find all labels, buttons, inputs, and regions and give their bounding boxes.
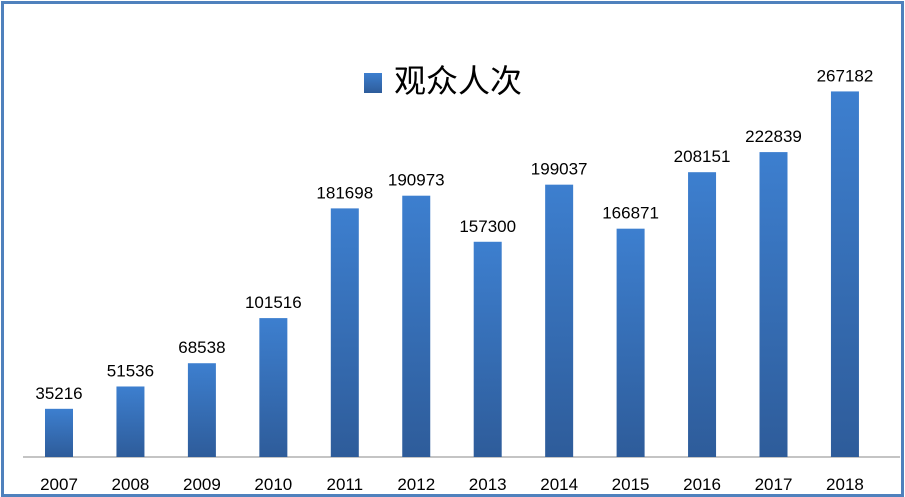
x-tick-label-2011: 2011 bbox=[327, 475, 364, 494]
bar-2017 bbox=[759, 152, 788, 457]
data-label-2014: 199037 bbox=[531, 160, 588, 179]
data-label-2010: 101516 bbox=[245, 293, 302, 312]
bar-2015 bbox=[616, 228, 645, 457]
x-tick-label-2017: 2017 bbox=[755, 475, 793, 494]
bar-2012 bbox=[402, 195, 431, 458]
x-tick-label-2014: 2014 bbox=[540, 475, 578, 494]
bar-2016 bbox=[688, 172, 717, 458]
bar-2008 bbox=[116, 386, 145, 457]
data-label-2011: 181698 bbox=[316, 183, 373, 202]
bar-2009 bbox=[187, 363, 216, 457]
x-tick-label-2008: 2008 bbox=[112, 475, 150, 494]
data-label-2015: 166871 bbox=[602, 204, 659, 223]
data-label-2009: 68538 bbox=[178, 338, 225, 357]
x-tick-label-2013: 2013 bbox=[469, 475, 507, 494]
x-tick-label-2016: 2016 bbox=[683, 475, 721, 494]
data-label-2012: 190973 bbox=[388, 171, 445, 190]
bar-2011 bbox=[330, 208, 359, 457]
legend-swatch bbox=[364, 73, 382, 93]
data-label-2017: 222839 bbox=[745, 127, 802, 146]
bar-2010 bbox=[259, 318, 288, 457]
bar-2014 bbox=[545, 184, 574, 457]
bar-2007 bbox=[45, 408, 73, 457]
x-tick-label-2009: 2009 bbox=[183, 475, 221, 494]
x-tick-label-2007: 2007 bbox=[40, 475, 78, 494]
x-tick-label-2018: 2018 bbox=[826, 475, 864, 494]
x-tick-label-2010: 2010 bbox=[254, 475, 292, 494]
bar-2018 bbox=[830, 91, 859, 458]
data-label-2008: 51536 bbox=[107, 361, 154, 380]
bar-2013 bbox=[473, 241, 502, 457]
data-label-2016: 208151 bbox=[674, 147, 731, 166]
legend: 观众人次 bbox=[364, 63, 522, 99]
data-label-2018: 267182 bbox=[817, 66, 874, 85]
data-label-2007: 35216 bbox=[35, 384, 82, 403]
x-tick-label-2015: 2015 bbox=[612, 475, 650, 494]
data-label-2013: 157300 bbox=[459, 217, 516, 236]
legend-label: 观众人次 bbox=[394, 63, 522, 99]
x-tick-label-2012: 2012 bbox=[397, 475, 435, 494]
